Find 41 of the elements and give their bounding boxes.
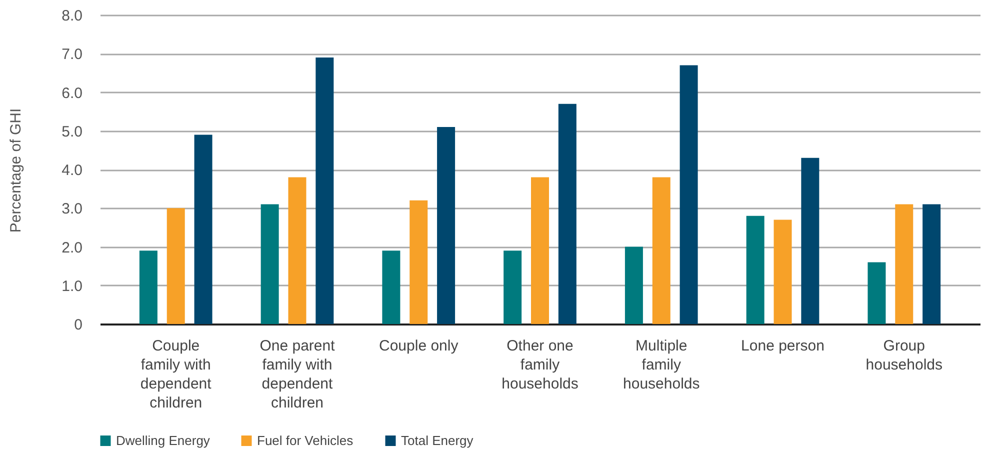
y-tick-label: 3.0 xyxy=(62,200,82,218)
bar xyxy=(680,65,698,324)
bar xyxy=(382,250,400,324)
y-tick-label: 1.0 xyxy=(62,278,82,295)
bar xyxy=(504,250,522,324)
bar xyxy=(437,127,456,324)
bar xyxy=(194,134,212,324)
y-tick-label: 5.0 xyxy=(62,123,82,140)
bar xyxy=(895,204,914,324)
y-tick-label: 2.0 xyxy=(62,239,82,256)
bar xyxy=(558,104,576,324)
x-tick-label: Couple family with dependent children xyxy=(140,338,212,412)
bar xyxy=(774,220,792,324)
x-tick-label: One parent family with dependent children xyxy=(260,338,336,412)
bar xyxy=(139,250,158,324)
y-axis-title: Percentage of GHI xyxy=(8,108,24,233)
y-tick-label: 6.0 xyxy=(62,84,82,102)
legend-label: Dwelling Energy xyxy=(116,432,210,448)
x-tick-label: Multiple family households xyxy=(623,338,700,392)
y-tick-label: 4.0 xyxy=(62,162,82,179)
x-tick-label: Couple only xyxy=(379,338,459,354)
bar xyxy=(410,200,428,324)
bar xyxy=(260,204,279,324)
legend-label: Total Energy xyxy=(401,432,474,448)
x-tick-label: Group households xyxy=(866,338,943,374)
bar xyxy=(652,177,670,324)
legend-label: Fuel for Vehicles xyxy=(257,432,354,448)
bar xyxy=(288,177,306,324)
x-tick-label: Lone person xyxy=(741,338,824,354)
bar xyxy=(316,57,334,324)
bar xyxy=(801,158,820,324)
bar xyxy=(624,246,643,324)
bar xyxy=(531,177,549,324)
x-tick-label: Other one family households xyxy=(502,338,578,392)
bar xyxy=(922,204,941,324)
bar xyxy=(746,216,764,324)
y-tick-label: 0 xyxy=(74,316,82,334)
y-tick-label: 8.0 xyxy=(62,8,82,24)
bar xyxy=(166,208,185,324)
y-tick-label: 7.0 xyxy=(62,46,82,64)
bar xyxy=(868,262,886,324)
